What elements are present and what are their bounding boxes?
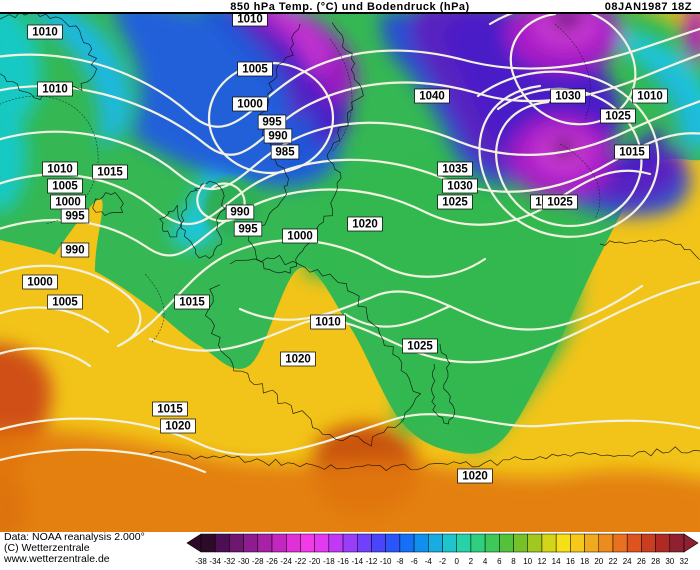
svg-text:-24: -24 <box>280 557 292 566</box>
svg-text:1025: 1025 <box>605 111 631 123</box>
svg-text:1000: 1000 <box>237 99 263 111</box>
svg-text:2: 2 <box>469 557 474 566</box>
svg-text:1020: 1020 <box>352 219 378 231</box>
svg-text:10: 10 <box>523 557 532 566</box>
svg-text:18: 18 <box>580 557 589 566</box>
svg-text:-38: -38 <box>195 557 207 566</box>
svg-text:-16: -16 <box>337 557 349 566</box>
svg-text:1000: 1000 <box>27 277 53 289</box>
svg-text:1010: 1010 <box>637 91 663 103</box>
svg-text:26: 26 <box>637 557 646 566</box>
svg-text:1000: 1000 <box>55 197 81 209</box>
svg-text:1030: 1030 <box>447 181 473 193</box>
svg-text:995: 995 <box>238 224 258 236</box>
svg-text:32: 32 <box>680 557 689 566</box>
svg-text:14: 14 <box>552 557 561 566</box>
svg-text:1025: 1025 <box>407 341 433 353</box>
svg-text:20: 20 <box>594 557 603 566</box>
svg-text:990: 990 <box>230 207 249 219</box>
svg-text:990: 990 <box>65 245 84 257</box>
svg-text:12: 12 <box>537 557 546 566</box>
svg-text:-2: -2 <box>439 557 447 566</box>
svg-text:1020: 1020 <box>165 421 191 433</box>
svg-text:1015: 1015 <box>97 167 123 179</box>
svg-text:1005: 1005 <box>242 64 268 76</box>
svg-text:4: 4 <box>483 557 488 566</box>
svg-text:8: 8 <box>511 557 516 566</box>
svg-text:-4: -4 <box>425 557 433 566</box>
svg-text:1005: 1005 <box>52 181 78 193</box>
svg-text:1025: 1025 <box>442 197 468 209</box>
svg-text:-30: -30 <box>238 557 250 566</box>
svg-text:28: 28 <box>651 557 660 566</box>
svg-text:6: 6 <box>497 557 502 566</box>
svg-text:1010: 1010 <box>237 14 263 26</box>
svg-text:1035: 1035 <box>442 164 468 176</box>
svg-text:24: 24 <box>623 557 632 566</box>
svg-text:-18: -18 <box>323 557 335 566</box>
svg-text:1010: 1010 <box>47 164 73 176</box>
svg-text:-6: -6 <box>411 557 419 566</box>
svg-text:995: 995 <box>262 117 282 129</box>
svg-text:1010: 1010 <box>32 27 58 39</box>
svg-text:1010: 1010 <box>42 84 68 96</box>
svg-text:1020: 1020 <box>462 471 488 483</box>
svg-text:995: 995 <box>65 211 85 223</box>
svg-text:1040: 1040 <box>419 91 445 103</box>
svg-text:-14: -14 <box>352 557 364 566</box>
svg-text:1025: 1025 <box>547 197 573 209</box>
svg-text:1015: 1015 <box>619 147 645 159</box>
svg-text:-12: -12 <box>366 557 378 566</box>
svg-text:0: 0 <box>454 557 459 566</box>
svg-text:-10: -10 <box>380 557 392 566</box>
svg-text:1005: 1005 <box>52 297 78 309</box>
svg-text:-8: -8 <box>396 557 404 566</box>
svg-text:22: 22 <box>609 557 618 566</box>
svg-text:-22: -22 <box>295 557 307 566</box>
svg-text:30: 30 <box>665 557 674 566</box>
svg-text:1010: 1010 <box>315 317 341 329</box>
svg-text:16: 16 <box>566 557 575 566</box>
svg-text:-34: -34 <box>209 557 221 566</box>
svg-text:-28: -28 <box>252 557 264 566</box>
svg-text:1015: 1015 <box>157 404 183 416</box>
svg-text:985: 985 <box>275 147 295 159</box>
svg-text:990: 990 <box>268 131 287 143</box>
svg-text:1020: 1020 <box>285 354 311 366</box>
svg-text:-26: -26 <box>266 557 278 566</box>
svg-text:-32: -32 <box>224 557 236 566</box>
svg-text:-20: -20 <box>309 557 321 566</box>
svg-text:1015: 1015 <box>179 297 205 309</box>
svg-text:1030: 1030 <box>555 91 581 103</box>
svg-text:1000: 1000 <box>287 231 313 243</box>
